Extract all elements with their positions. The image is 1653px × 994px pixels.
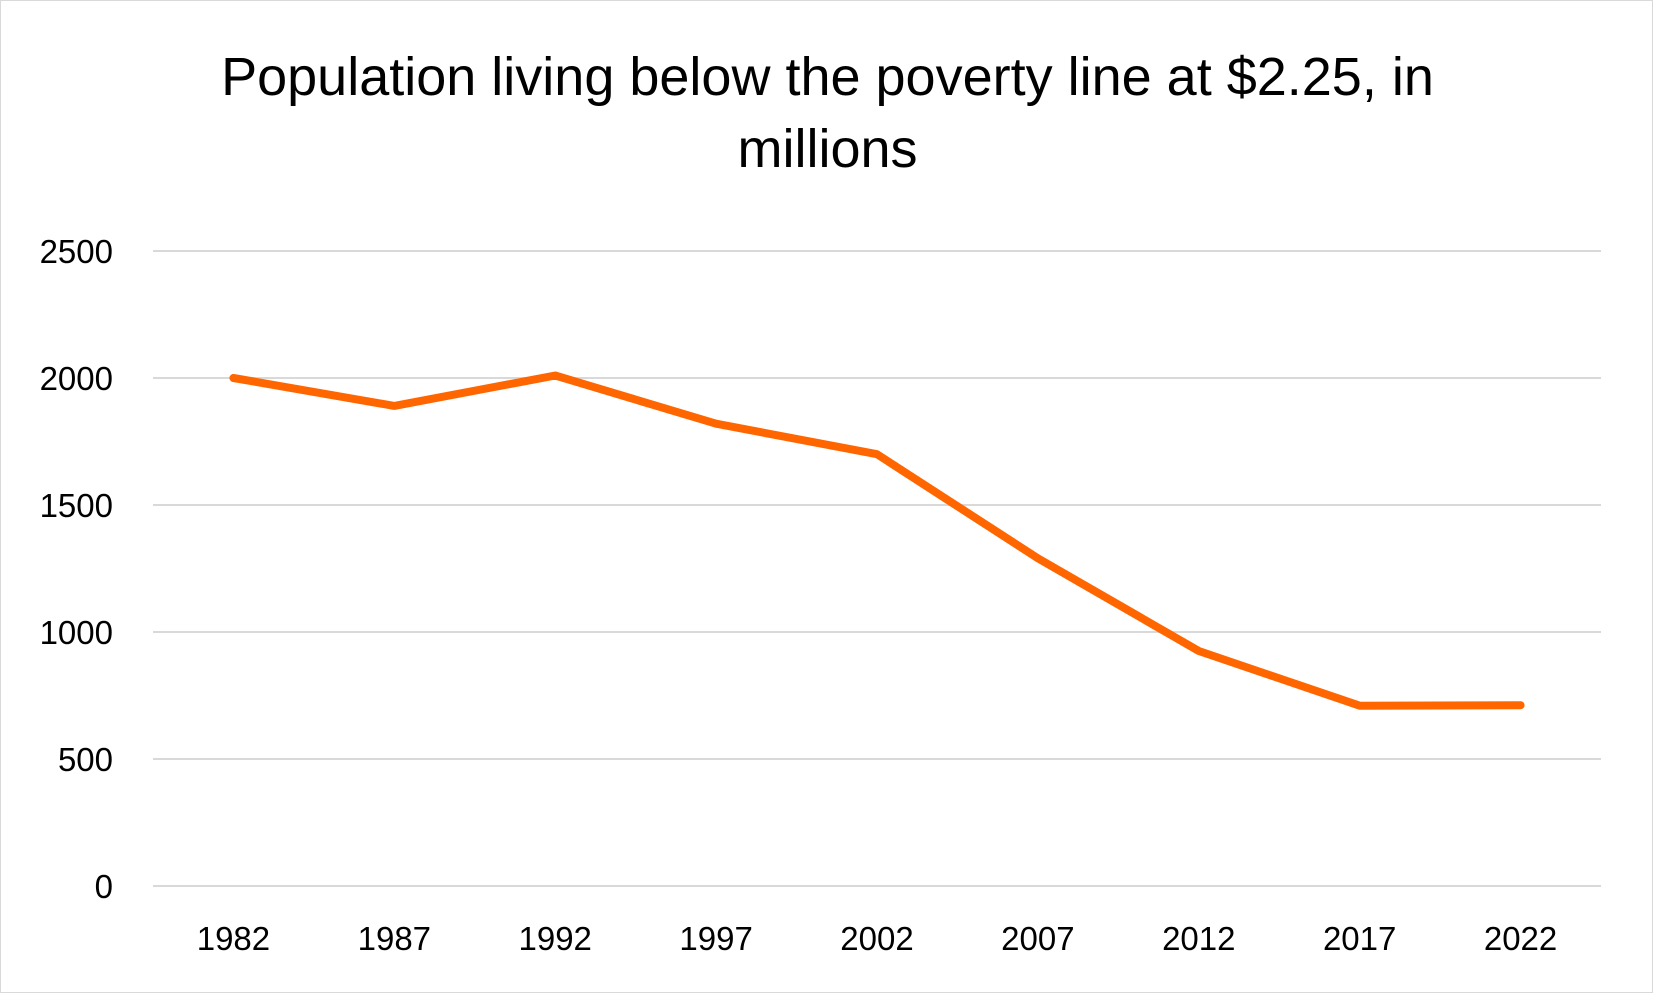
x-tick-label: 2017 (1323, 920, 1396, 957)
series-line-0 (233, 376, 1520, 706)
y-tick-label: 2500 (40, 233, 113, 270)
y-tick-label: 0 (95, 868, 113, 905)
x-tick-label: 2007 (1001, 920, 1074, 957)
y-tick-label: 1000 (40, 614, 113, 651)
x-tick-label: 1987 (358, 920, 431, 957)
y-tick-label: 1500 (40, 487, 113, 524)
x-tick-label: 1982 (197, 920, 270, 957)
gridlines (153, 251, 1601, 886)
series-layer (233, 375, 1520, 705)
x-axis-labels: 1982 1987 1992 1997 2002 2007 2012 2017 2022 (197, 920, 1558, 957)
x-tick-label: 2012 (1162, 920, 1235, 957)
x-tick-label: 1997 (679, 920, 752, 957)
x-tick-label: 2002 (840, 920, 913, 957)
y-axis-labels: 0 500 1000 1500 2000 2500 (40, 233, 113, 905)
x-tick-label: 1992 (519, 920, 592, 957)
y-tick-label: 500 (58, 741, 113, 778)
x-tick-label: 2022 (1484, 920, 1557, 957)
y-tick-label: 2000 (40, 360, 113, 397)
